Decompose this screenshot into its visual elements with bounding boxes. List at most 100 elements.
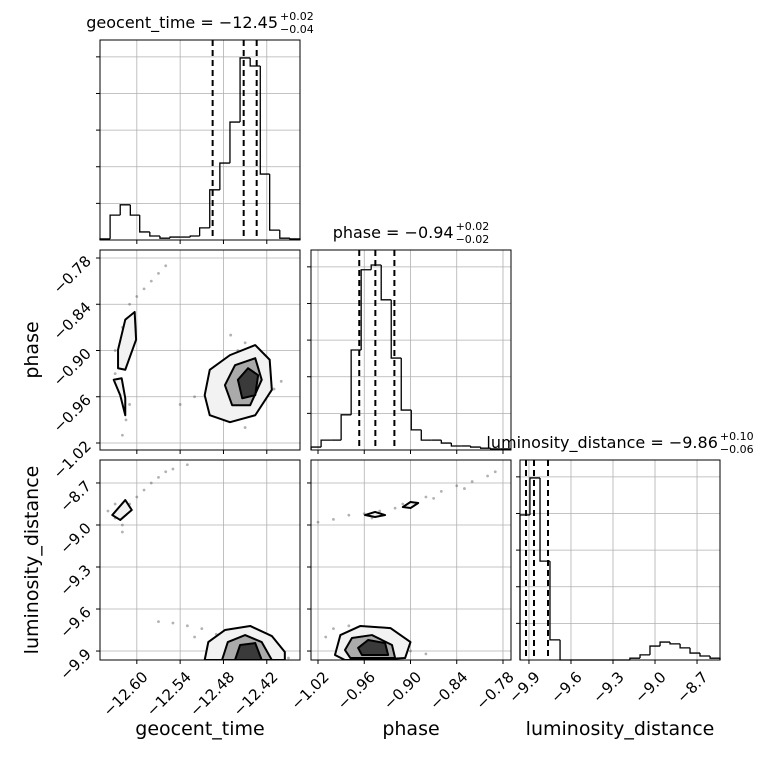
hist-bin [679, 643, 691, 649]
sample-point [142, 488, 146, 492]
contour [236, 367, 260, 400]
hist-bin [198, 227, 210, 236]
sample-point [287, 656, 290, 660]
sample-point [409, 649, 412, 653]
sample-point [229, 333, 233, 337]
contour [111, 499, 133, 521]
hist-bin [360, 269, 372, 350]
hist-bin [390, 299, 402, 359]
sample-point [463, 487, 466, 490]
panel-title: geocent_time = −12.45 [86, 13, 278, 33]
hist-bin [669, 642, 681, 645]
sample-point [178, 403, 182, 406]
sample-point [432, 496, 436, 500]
hist-bin [559, 639, 570, 661]
y-tick-label: −0.84 [50, 298, 95, 343]
x-tick-label: −12.60 [100, 668, 152, 720]
sample-point [157, 620, 160, 624]
x-tick-label: −9.3 [589, 668, 627, 706]
y-tick-label: −0.78 [50, 252, 95, 297]
x-tick-label: −12.48 [186, 668, 238, 720]
hist-bin [479, 447, 491, 449]
sample-point [455, 484, 459, 488]
hist-bin [129, 204, 140, 216]
x-axis-label: luminosity_distance [526, 718, 715, 740]
panel-frame [99, 459, 301, 661]
y-axis-label: phase [21, 321, 43, 378]
panel: phase = −0.94 +0.02−0.02 [307, 220, 512, 454]
sample-point [142, 287, 146, 291]
panel-frame [99, 249, 301, 451]
hist-bin [649, 645, 661, 655]
title-sub: −0.04 [280, 23, 314, 36]
title-sup: +0.02 [280, 10, 314, 23]
sample-point [324, 635, 328, 639]
sample-point [128, 403, 132, 406]
sample-point [120, 523, 124, 527]
x-axis-label: geocent_time [135, 718, 264, 740]
sample-point [113, 372, 117, 376]
sample-point [113, 349, 117, 352]
sample-point [200, 627, 204, 631]
hist-bin [490, 448, 501, 450]
sample-point [393, 506, 397, 510]
sample-point [193, 635, 196, 639]
x-tick-label: −12.54 [143, 668, 195, 720]
contour [357, 638, 390, 656]
sample-point [378, 509, 382, 513]
hist-bin [189, 235, 200, 238]
sample-point [486, 474, 489, 478]
x-tick-label: −0.84 [426, 668, 471, 713]
x-tick-label: −0.96 [334, 668, 379, 713]
hist-bin [149, 231, 160, 237]
x-tick-label: −9.9 [505, 668, 543, 706]
title-sub: −0.06 [720, 443, 754, 456]
title-sub: −0.02 [456, 233, 490, 246]
hist-bin [709, 655, 721, 660]
sample-point [470, 480, 474, 483]
hist-bin [410, 410, 422, 431]
hist-bin [420, 429, 432, 441]
contour [364, 510, 387, 519]
hist-bin [119, 204, 131, 216]
hist-bin [249, 57, 261, 67]
hist-bin [450, 443, 462, 447]
hist-bin [350, 349, 362, 415]
hist-bin [219, 162, 230, 190]
sample-point [347, 624, 351, 628]
y-tick-label: −9.6 [56, 603, 94, 641]
panel-frame [99, 39, 301, 241]
panel-data [316, 470, 497, 660]
hist-bin [689, 647, 700, 654]
hist-bin [529, 477, 541, 515]
y-tick-label: −9.0 [56, 519, 94, 557]
sample-point [149, 279, 153, 283]
sample-point [401, 502, 405, 506]
sample-point [272, 387, 276, 391]
contour [401, 501, 420, 510]
hist-bin [549, 561, 561, 641]
panel-frame [310, 249, 512, 451]
sample-point [124, 418, 128, 422]
sample-point [120, 530, 124, 534]
hist-bin [469, 445, 481, 448]
sample-point [149, 481, 153, 485]
y-tick-label: −9.3 [56, 561, 94, 599]
sample-point [185, 624, 189, 628]
x-tick-label: −9.6 [547, 668, 585, 706]
sample-point [193, 395, 196, 399]
y-tick-label: −8.7 [56, 477, 94, 515]
contour [234, 642, 263, 660]
panel: −1.02−0.96−0.90−0.84−0.78 [288, 459, 518, 713]
y-tick-label: −1.02 [50, 437, 95, 482]
panel-data [112, 264, 283, 437]
sample-point [493, 470, 497, 474]
y-tick-label: −9.9 [56, 645, 94, 683]
sample-point [243, 341, 247, 345]
hist-bin [629, 657, 641, 660]
sample-point [424, 495, 428, 499]
panel-data [106, 463, 290, 660]
sample-point [171, 621, 175, 625]
hist-bin [229, 121, 241, 164]
hist-bin [169, 236, 181, 239]
